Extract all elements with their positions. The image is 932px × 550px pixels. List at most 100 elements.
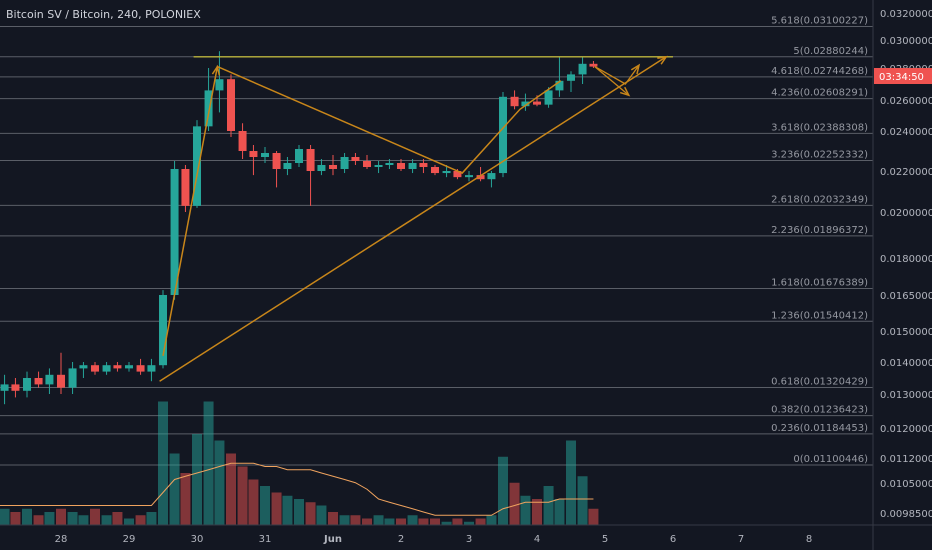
volume-bar bbox=[486, 515, 497, 525]
volume-bar bbox=[430, 518, 440, 525]
projection-alt-arrowhead bbox=[619, 86, 631, 97]
volume-bar bbox=[135, 515, 146, 525]
volume-bar bbox=[577, 476, 588, 525]
volume-bar bbox=[124, 518, 134, 525]
candle-body bbox=[476, 175, 485, 180]
volume-bar bbox=[498, 456, 508, 525]
volume-bar bbox=[475, 518, 486, 525]
candle-body bbox=[0, 384, 9, 391]
volume-bar bbox=[271, 492, 282, 525]
candle-body bbox=[125, 365, 133, 369]
candle-body bbox=[215, 79, 224, 91]
candle-body bbox=[419, 163, 428, 167]
candle-body bbox=[351, 157, 360, 161]
candle-body bbox=[578, 63, 587, 75]
fib-label: 3.618(0.02388308) bbox=[771, 122, 868, 133]
x-tick-label: 3 bbox=[466, 534, 472, 545]
volume-bar bbox=[464, 521, 474, 525]
volume-bar bbox=[418, 518, 429, 525]
candle-body bbox=[363, 161, 371, 167]
candle-body bbox=[487, 173, 496, 180]
candle-body bbox=[499, 96, 507, 174]
volume-bar bbox=[180, 473, 191, 525]
projection-path bbox=[594, 64, 640, 85]
candle-body bbox=[136, 365, 145, 372]
candle-body bbox=[249, 151, 258, 157]
candle-body bbox=[181, 169, 190, 206]
volume-bar bbox=[67, 512, 78, 525]
candle-body bbox=[555, 80, 564, 91]
candle-body bbox=[261, 153, 269, 157]
candle-body bbox=[170, 169, 179, 295]
volume-bar bbox=[384, 518, 395, 525]
volume-bar bbox=[78, 515, 89, 525]
fib-label: 2.236(0.01896372) bbox=[771, 225, 868, 236]
fib-label: 4.618(0.02744268) bbox=[771, 66, 868, 77]
x-tick-label: 5 bbox=[602, 534, 608, 545]
fib-label: 0.618(0.01320429) bbox=[771, 376, 868, 387]
candle-body bbox=[272, 153, 281, 169]
volume-bar bbox=[396, 518, 406, 525]
candle-body bbox=[79, 365, 88, 369]
candle-body bbox=[102, 365, 111, 372]
fib-label: 3.236(0.02252332) bbox=[771, 150, 868, 161]
fib-label: 0.236(0.01184453) bbox=[771, 423, 868, 434]
volume-bar bbox=[33, 515, 44, 525]
volume-bar bbox=[305, 502, 316, 525]
fib-label: 5(0.02880244) bbox=[793, 46, 868, 57]
candle-body bbox=[283, 163, 292, 169]
candle-body bbox=[91, 365, 99, 372]
candle-body bbox=[306, 149, 315, 171]
candle-body bbox=[465, 175, 473, 178]
candle-body bbox=[295, 149, 303, 163]
candle-body bbox=[23, 378, 31, 391]
fib-label: 4.236(0.02608291) bbox=[771, 88, 868, 99]
volume-bar bbox=[146, 512, 157, 525]
volume-bar bbox=[44, 512, 55, 525]
candle-body bbox=[374, 165, 383, 167]
candle-body bbox=[397, 163, 405, 169]
volume-bar bbox=[282, 495, 293, 525]
candle-body bbox=[159, 295, 167, 366]
candle-body bbox=[408, 163, 417, 169]
projection-alt-path bbox=[594, 66, 630, 96]
candle-body bbox=[385, 163, 394, 165]
volume-bar bbox=[214, 440, 225, 525]
candle-body bbox=[589, 63, 598, 67]
volume-bar bbox=[362, 518, 372, 525]
candle-body bbox=[113, 365, 122, 369]
price-tag bbox=[874, 68, 932, 84]
volume-bar bbox=[294, 499, 304, 525]
candle-body bbox=[453, 171, 462, 178]
volume-bar bbox=[328, 512, 338, 525]
volume-bar bbox=[339, 515, 350, 525]
volume-bar bbox=[237, 466, 248, 525]
candle-body bbox=[329, 165, 337, 169]
volume-bar bbox=[203, 401, 214, 525]
candle-body bbox=[147, 365, 156, 372]
candle-body bbox=[34, 378, 43, 385]
candle-body bbox=[521, 101, 530, 107]
volume-bar bbox=[226, 453, 236, 525]
volume-bar bbox=[554, 499, 565, 525]
volume-bar bbox=[56, 508, 66, 525]
fib-label: 0(0.01100446) bbox=[793, 454, 868, 465]
volume-bar bbox=[112, 512, 123, 525]
candle-body bbox=[11, 384, 20, 391]
x-tick-label: 6 bbox=[670, 534, 676, 545]
volume-bar bbox=[248, 479, 259, 525]
candle-body bbox=[238, 131, 247, 151]
volume-bar bbox=[101, 515, 112, 525]
